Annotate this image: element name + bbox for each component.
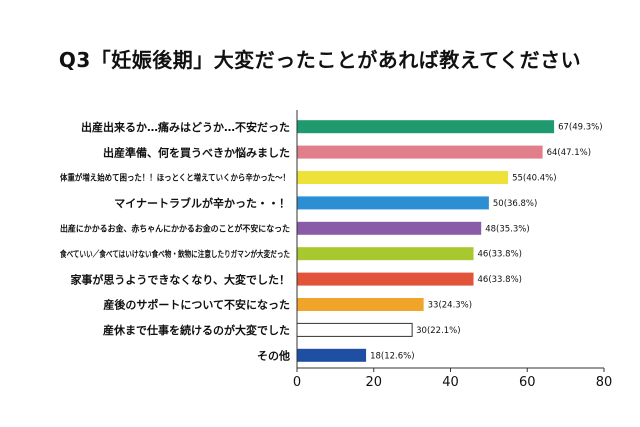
bar (297, 247, 474, 261)
category-label: 家事が思うようできなくなり、大変でした！ (70, 272, 290, 286)
bar (297, 171, 509, 184)
bar (297, 221, 482, 235)
x-tick-label: 80 (596, 375, 613, 390)
x-tick-label: 20 (365, 375, 382, 390)
category-label: マイナートラブルが辛かった・・！ (114, 196, 290, 210)
category-label: 出産にかかるお金、赤ちゃんにかかるお金のことが不安になった (60, 224, 290, 235)
category-label: 体重が増え始めて困った！！ほっとくと増えていくから辛かった〜！ (60, 173, 290, 184)
data-label: 64(47.1%) (547, 148, 591, 158)
data-label: 33(24.3%) (428, 301, 472, 311)
data-label: 46(33.8%) (478, 275, 522, 285)
data-label: 50(36.8%) (493, 199, 537, 209)
x-tick-label: 0 (293, 375, 301, 390)
x-axis: 0 20 40 60 80 (293, 110, 612, 390)
data-label: 48(35.3%) (485, 224, 529, 234)
data-label: 46(33.8%) (478, 250, 522, 260)
data-label: 55(40.4%) (512, 174, 556, 184)
category-label: 出産出来るか…痛みはどうか…不安だった (81, 120, 290, 134)
bar (296, 322, 413, 337)
chart-title: Q3「妊娠後期」大変だったことがあれば教えてください (58, 48, 582, 72)
category-label: その他 (257, 348, 290, 362)
x-tick-label: 60 (519, 375, 536, 390)
category-label: 産休まで仕事を続けるのが大変でした (103, 323, 290, 337)
data-label: 67(49.3%) (558, 123, 602, 133)
bar (297, 298, 424, 311)
x-tick-label: 40 (442, 375, 459, 390)
data-label: 18(12.6%) (370, 351, 414, 361)
category-label: 出産準備、何を買うべきか悩みました (103, 145, 290, 159)
bar (297, 272, 474, 286)
category-label: 産後のサポートについて不安になった (103, 298, 290, 312)
bars-layer: 67(49.3%) 出産出来るか…痛みはどうか…不安だった 64(47.1%) 出産準… (60, 120, 603, 363)
bar (297, 145, 543, 159)
data-label: 30(22.1%) (416, 326, 460, 336)
bar (297, 196, 489, 210)
bar (297, 120, 555, 134)
category-label: 食べていい／食べてはいけない食べ物・飲物に注意したりガマンが大変だった (60, 249, 290, 260)
bar (297, 348, 367, 362)
